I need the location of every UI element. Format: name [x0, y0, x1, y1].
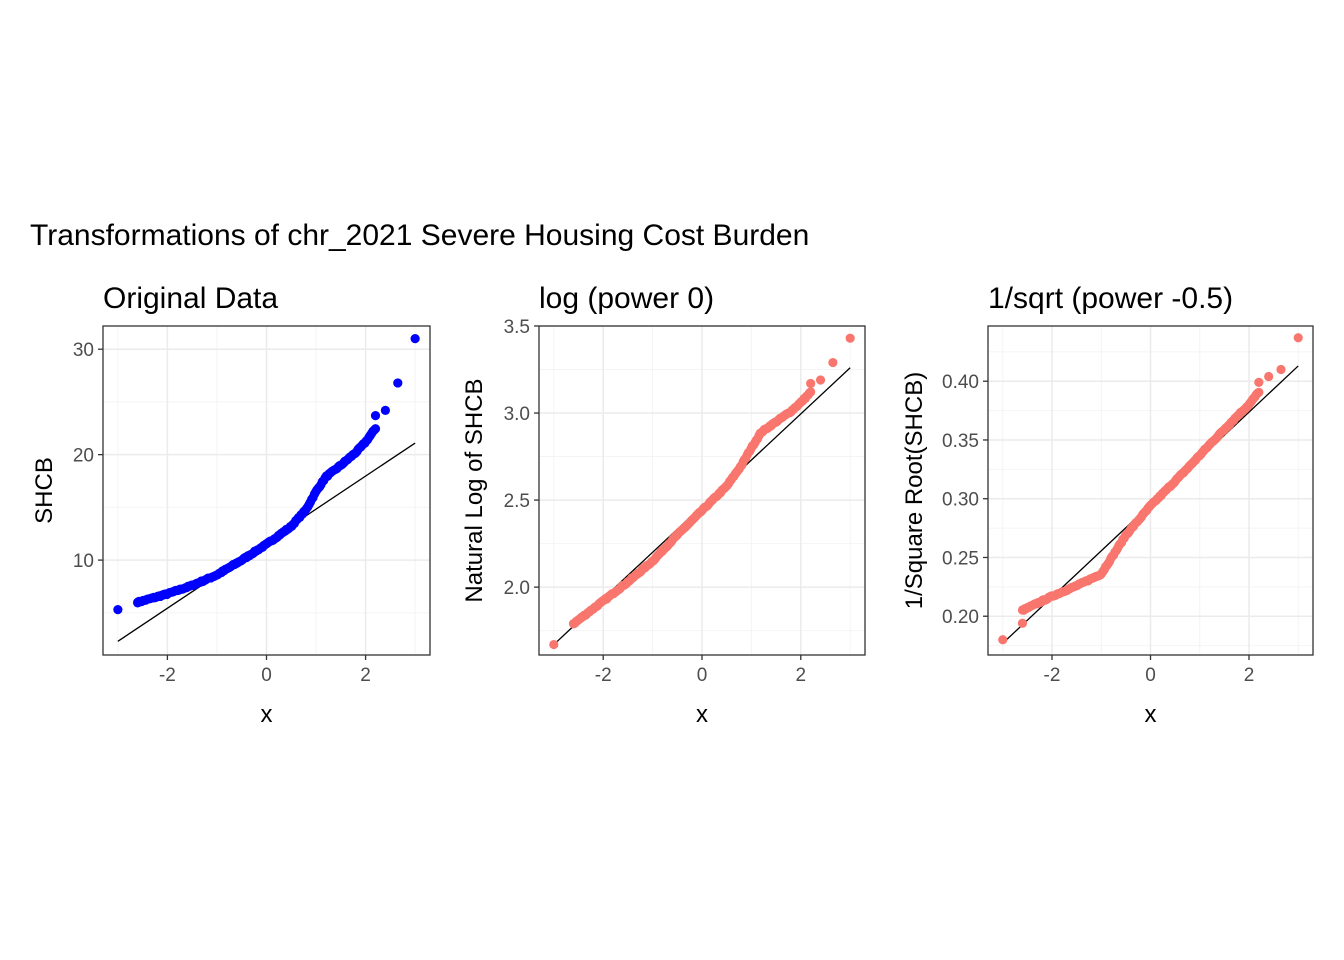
data-point — [1254, 387, 1264, 397]
x-tick-label: 2 — [1244, 665, 1255, 686]
data-point — [845, 333, 855, 343]
data-point — [380, 405, 391, 415]
y-tick-label: 0.40 — [942, 372, 979, 393]
x-tick-label: -2 — [595, 665, 612, 686]
y-tick-label: 0.20 — [942, 607, 979, 628]
x-tick-label: 2 — [360, 665, 371, 686]
y-tick-label: 0.35 — [942, 431, 979, 452]
data-point — [370, 424, 381, 434]
y-axis-title: 1/Square Root(SHCB) — [901, 372, 928, 609]
data-point — [1254, 377, 1264, 387]
panel-1: Original Data -2 0 2 10 20 30 x SHCB — [31, 282, 431, 728]
panel-title: log (power 0) — [539, 282, 714, 315]
x-tick-label: 2 — [795, 665, 806, 686]
data-point — [815, 375, 826, 385]
panel-title: 1/sqrt (power -0.5) — [988, 282, 1233, 315]
y-axis-title: SHCB — [31, 457, 58, 524]
x-axis-title: x — [261, 701, 273, 728]
y-tick-label: 0.25 — [942, 548, 979, 569]
data-point — [549, 639, 559, 650]
data-point — [1276, 364, 1286, 375]
y-tick-label: 3.0 — [504, 404, 530, 425]
data-point — [1017, 618, 1028, 628]
data-point — [806, 387, 816, 397]
x-axis-title: x — [1145, 701, 1157, 728]
data-point — [998, 635, 1008, 645]
x-tick-label: -2 — [159, 665, 176, 686]
y-tick-label: 2.5 — [504, 491, 530, 512]
data-point — [410, 334, 420, 344]
x-axis-title: x — [696, 701, 708, 728]
y-tick-label: 10 — [73, 551, 94, 572]
y-tick-label: 3.5 — [504, 317, 530, 338]
x-tick-label: 0 — [261, 665, 272, 686]
y-axis-title: Natural Log of SHCB — [461, 378, 488, 602]
y-tick-label: 2.0 — [504, 578, 530, 599]
data-point — [1293, 333, 1303, 343]
panel-2: log (power 0) -2 0 2 2.0 2.5 3.0 3.5 x Natural Lo… — [461, 282, 866, 728]
data-point — [1264, 371, 1274, 382]
data-point — [133, 597, 143, 607]
y-tick-label: 20 — [73, 446, 94, 467]
y-tick-label: 30 — [73, 340, 94, 361]
data-point — [393, 378, 403, 388]
panel-3: 1/sqrt (power -0.5) -2 0 2 0.20 0.25 0.30 0.35 0… — [901, 282, 1314, 728]
y-tick-label: 0.30 — [942, 490, 979, 511]
panel-title: Original Data — [103, 282, 278, 315]
data-point — [568, 619, 579, 629]
x-tick-label: 0 — [1145, 665, 1156, 686]
data-point — [806, 378, 816, 389]
data-point — [828, 357, 838, 368]
data-point — [113, 605, 123, 615]
x-tick-label: 0 — [697, 665, 708, 686]
data-point — [370, 411, 381, 421]
figure-title: Transformations of chr_2021 Severe Housi… — [30, 219, 809, 252]
x-tick-label: -2 — [1044, 665, 1061, 686]
